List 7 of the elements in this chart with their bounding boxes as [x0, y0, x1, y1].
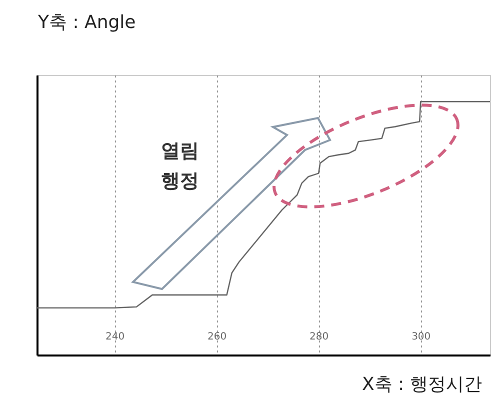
y-axis-title: Y축 : Angle [38, 11, 136, 34]
x-tick-label: 280 [310, 332, 329, 342]
x-tick-label: 260 [208, 332, 227, 342]
x-axis-title: X축 : 행정시간 [362, 373, 482, 396]
x-tick-label: 300 [412, 332, 431, 342]
annotation: 열림 행정 [160, 139, 200, 194]
x-tick-label: 240 [105, 332, 125, 342]
